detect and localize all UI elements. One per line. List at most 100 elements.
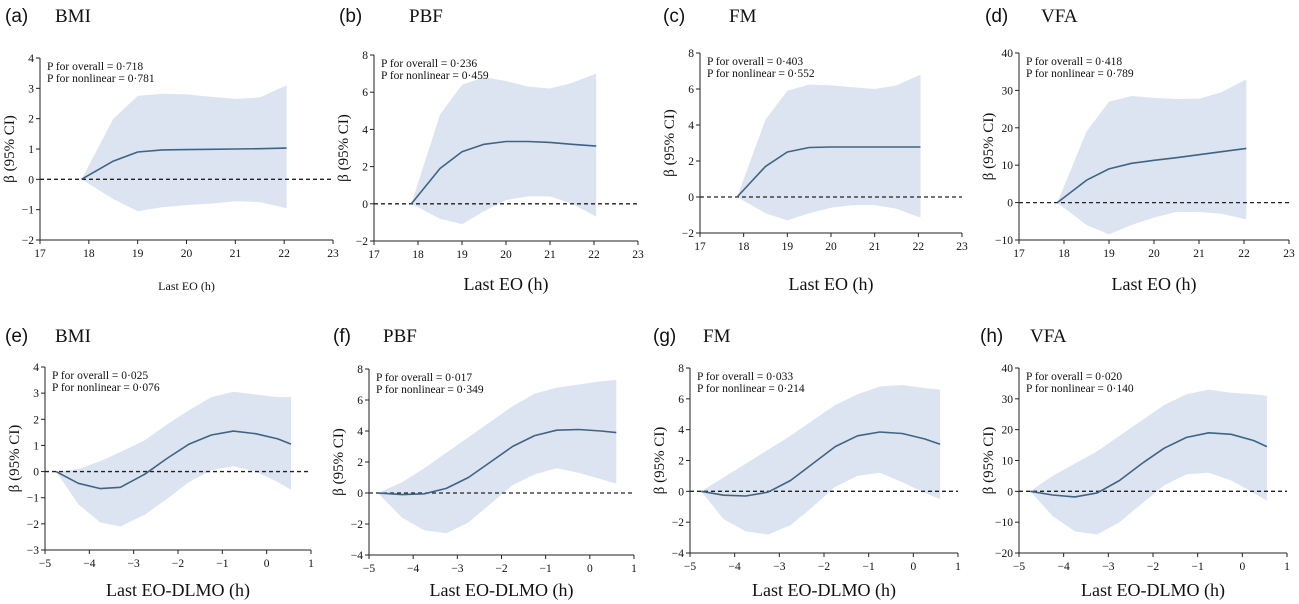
y-tick-label: 40 (1002, 48, 1014, 60)
x-axis-label: Last EO (h) (789, 274, 874, 295)
y-tick-label: 1 (28, 144, 34, 156)
p-overall: P for overall = 0·017 (376, 372, 472, 384)
y-tick-label: 3 (28, 83, 34, 95)
x-tick-label: −4 (407, 563, 419, 575)
p-nonlinear: P for nonlinear = 0·076 (52, 382, 160, 394)
x-tick-label: −1 (863, 561, 875, 573)
y-tick-label: −2 (682, 228, 694, 240)
estimate-line (410, 140, 597, 205)
x-tick-label: 0 (910, 561, 916, 573)
y-tick-label: −2 (672, 517, 684, 529)
x-tick-label: 23 (327, 248, 339, 260)
x-tick-label: −3 (773, 561, 785, 573)
p-overall: P for overall = 0·418 (1026, 56, 1122, 68)
y-tick-label: 30 (1002, 394, 1014, 406)
y-tick-label: −4 (672, 548, 684, 560)
x-tick-label: 0 (264, 558, 270, 570)
x-tick-label: 21 (230, 248, 242, 260)
y-tick-label: 8 (362, 50, 368, 62)
y-tick-label: 20 (1002, 425, 1014, 437)
y-axis-label: β (95% CI) (652, 427, 668, 495)
estimate-line (1056, 147, 1247, 204)
estimate-line (701, 431, 941, 497)
chart-panel-2: −2 0 2 4 6 8 17 18 19 20 21 22 23 (b) PBF P for overall… (336, 6, 644, 295)
x-tick-label: −2 (172, 558, 184, 570)
y-tick-label: 0 (1007, 198, 1013, 210)
p-nonlinear: P for nonlinear = 0·789 (1026, 68, 1134, 80)
y-tick-label: 10 (1002, 456, 1014, 468)
x-tick-label: 21 (869, 241, 881, 253)
y-tick-label: 0 (362, 199, 368, 211)
x-axis-label: Last EO (h) (158, 279, 215, 293)
x-axis-label: Last EO-DLMO (h) (1081, 580, 1225, 601)
x-axis-label: Last EO-DLMO (h) (752, 580, 896, 601)
x-tick-label: 17 (694, 241, 706, 253)
y-tick-label: 6 (362, 87, 368, 99)
y-tick-label: 6 (357, 395, 363, 407)
x-tick-label: 19 (1103, 248, 1115, 260)
y-tick-label: 0 (357, 488, 363, 500)
panel-title: FM (729, 6, 757, 27)
x-axis-label: Last EO-DLMO (h) (430, 580, 574, 601)
x-tick-label: −4 (1058, 561, 1070, 573)
panel-title: FM (703, 326, 731, 347)
y-tick-label: −4 (351, 550, 363, 562)
confidence-band (411, 73, 597, 225)
y-axis-label: β (95% CI) (981, 427, 997, 495)
y-tick-label: 30 (1002, 85, 1014, 97)
y-axis-label: β (95% CI) (336, 114, 352, 182)
panel-title: BMI (55, 6, 91, 27)
y-tick-label: −10 (995, 235, 1013, 247)
confidence-band (1057, 79, 1247, 235)
p-nonlinear: P for nonlinear = 0·781 (47, 73, 155, 85)
panel-letter: (d) (985, 6, 1008, 27)
y-tick-label: 3 (33, 388, 39, 400)
y-tick-label: 1 (33, 440, 39, 452)
y-tick-label: 4 (33, 362, 39, 374)
x-tick-label: 19 (132, 248, 144, 260)
panel-title: PBF (409, 6, 443, 27)
p-nonlinear: P for nonlinear = 0·459 (381, 70, 489, 82)
x-tick-label: 1 (631, 563, 637, 575)
panel-letter: (h) (980, 326, 1003, 347)
x-tick-label: 17 (1013, 248, 1025, 260)
p-overall: P for overall = 0·236 (381, 58, 477, 70)
y-tick-label: 6 (688, 84, 694, 96)
x-tick-label: −5 (363, 563, 375, 575)
y-axis-label: β (95% CI) (981, 113, 997, 181)
y-tick-label: 8 (688, 48, 694, 60)
p-overall: P for overall = 0·403 (707, 56, 803, 68)
y-tick-label: 2 (678, 456, 684, 468)
x-tick-label: 0 (587, 563, 593, 575)
x-tick-label: 1 (308, 558, 314, 570)
x-tick-label: −1 (216, 558, 228, 570)
estimate-line (55, 430, 292, 490)
x-axis-label: Last EO (h) (1112, 274, 1197, 295)
y-tick-label: 8 (357, 364, 363, 376)
confidence-band (1030, 389, 1267, 535)
y-tick-label: 0 (28, 174, 34, 186)
y-tick-label: 40 (1002, 363, 1014, 375)
panel-letter: (f) (333, 326, 351, 347)
y-tick-label: 8 (678, 363, 684, 375)
y-tick-label: 4 (688, 120, 694, 132)
panel-letter: (e) (5, 326, 28, 347)
y-tick-label: 0 (688, 192, 694, 204)
p-nonlinear: P for nonlinear = 0·349 (376, 384, 484, 396)
panel-letter: (c) (663, 6, 685, 27)
estimate-line (377, 428, 617, 496)
y-tick-label: 4 (362, 124, 368, 136)
panel-letter: (b) (339, 6, 362, 27)
y-tick-label: 0 (678, 486, 684, 498)
chart-panel-4: −10 0 10 20 30 40 17 18 19 20 21 22 23 (d) VFA P for ov… (981, 6, 1295, 295)
y-tick-label: 0 (1007, 486, 1013, 498)
x-tick-label: 20 (1148, 248, 1160, 260)
panel-title: BMI (55, 326, 91, 347)
y-tick-label: −20 (995, 548, 1013, 560)
p-overall: P for overall = 0·718 (47, 61, 143, 73)
x-tick-label: 18 (83, 248, 95, 260)
x-tick-label: −1 (540, 563, 552, 575)
